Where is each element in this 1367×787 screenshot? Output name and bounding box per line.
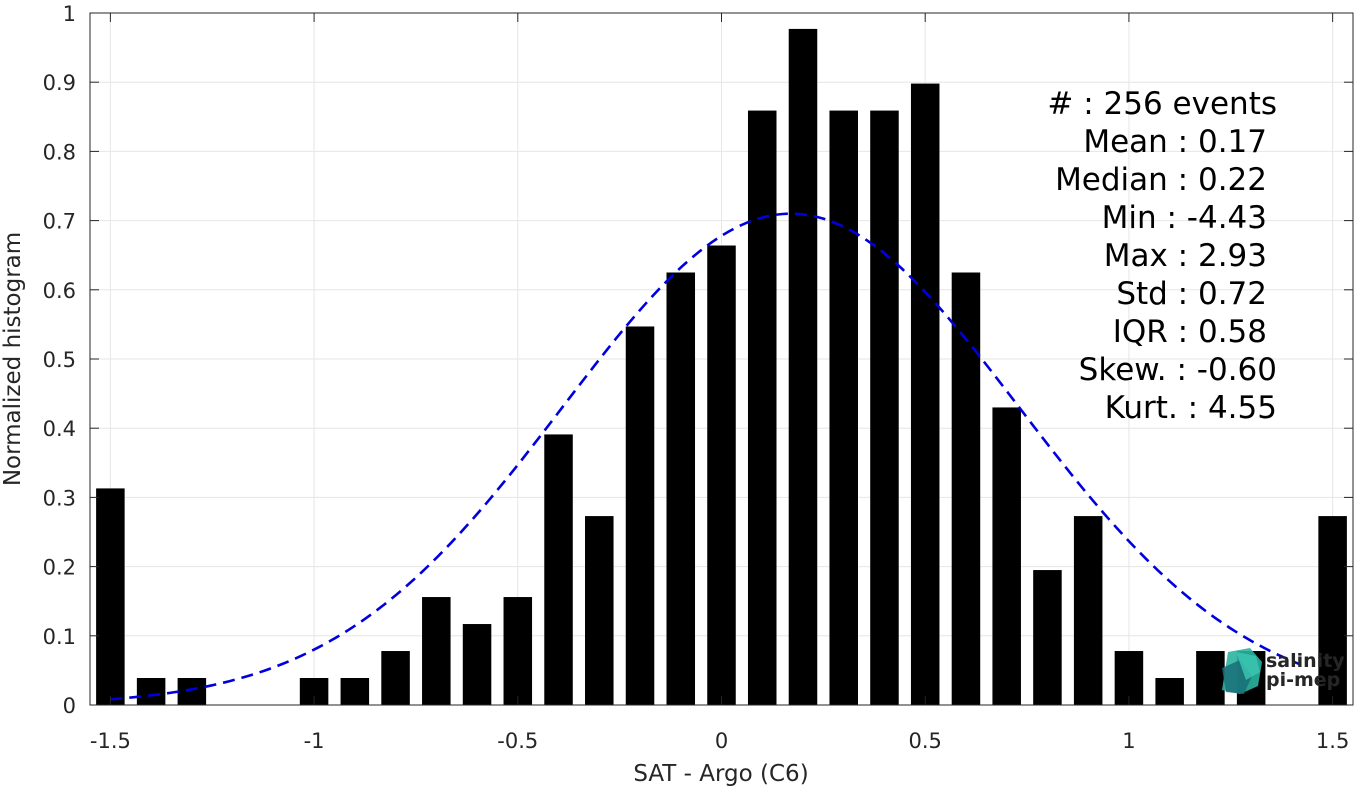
y-tick-label: 0.1	[43, 625, 76, 649]
logo-mark-icon	[1222, 648, 1262, 694]
logo-line-2: pi-mep	[1266, 669, 1340, 691]
histogram-bars	[96, 28, 1347, 706]
histogram-bar	[1196, 651, 1225, 705]
stat-line: Std : 0.72	[1116, 276, 1267, 312]
histogram-bar	[666, 272, 696, 705]
y-tick-label: 0.6	[43, 279, 76, 303]
x-tick-label: -1.5	[90, 729, 131, 753]
gaussian-fit-curve	[110, 212, 1301, 701]
histogram-bar	[422, 597, 451, 705]
histogram-bar	[1033, 570, 1062, 705]
stat-line: Median : 0.22	[1055, 162, 1267, 198]
x-tick-label: 0.5	[909, 729, 942, 753]
stat-line: Skew. : -0.60	[1079, 352, 1277, 388]
y-tick-label: 0.2	[43, 556, 76, 580]
x-axis-ticks: -1.5 -1 -0.5 0 0.5 1 1.5	[90, 13, 1349, 753]
histogram-bar	[503, 597, 533, 705]
x-tick-label: -0.5	[497, 729, 538, 753]
histogram-bar	[96, 488, 125, 705]
histogram-bar	[788, 28, 818, 705]
stat-line: Kurt. : 4.55	[1105, 390, 1277, 426]
histogram-bar	[870, 110, 899, 705]
stat-line: Mean : 0.17	[1083, 124, 1267, 160]
histogram-bar	[340, 678, 370, 705]
histogram-bar	[177, 678, 207, 705]
x-tick-label: 1	[1122, 729, 1135, 753]
histogram-bar	[707, 245, 736, 705]
y-axis-label: Normalized histogram	[0, 232, 26, 486]
histogram-bar	[829, 110, 858, 705]
histogram-bar	[462, 624, 492, 705]
x-tick-label: 1.5	[1316, 729, 1349, 753]
histogram-bar	[951, 272, 981, 705]
histogram-bar	[1318, 516, 1347, 705]
y-tick-label: 0.4	[43, 417, 76, 441]
histogram-bar	[381, 651, 410, 705]
y-tick-label: 0	[63, 694, 76, 718]
y-tick-label: 0.9	[43, 71, 76, 95]
x-tick-label: 0	[715, 729, 728, 753]
histogram-bar	[136, 678, 166, 705]
logo-line-1: salinity	[1266, 650, 1345, 672]
y-tick-label: 0.7	[43, 210, 76, 234]
histogram-bar	[625, 326, 655, 705]
y-tick-label: 0.8	[43, 140, 76, 164]
salinity-pi-mep-logo: salinity pi-mep	[1222, 648, 1345, 694]
histogram-bar	[544, 434, 573, 705]
histogram-bar	[1155, 678, 1184, 705]
x-tick-label: -1	[304, 729, 325, 753]
x-axis-label: SAT - Argo (C6)	[633, 761, 808, 787]
y-tick-label: 0.5	[43, 348, 76, 372]
histogram-bar	[1073, 516, 1103, 705]
histogram-bar	[585, 516, 614, 705]
y-tick-label: 1	[63, 2, 76, 26]
histogram-bar	[747, 110, 777, 705]
histogram-bar	[910, 83, 940, 706]
stat-line: Min : -4.43	[1102, 200, 1267, 236]
y-tick-label: 0.3	[43, 486, 76, 510]
stat-line: IQR : 0.58	[1113, 314, 1267, 350]
histogram-bar	[992, 407, 1021, 705]
stat-line: # : 256 events	[1047, 86, 1277, 122]
y-axis-ticks: 0 0.1 0.2 0.3 0.4 0.5 0.6 0.7 0.8 0.9 1	[43, 2, 1353, 718]
stat-line: Max : 2.93	[1104, 238, 1267, 274]
